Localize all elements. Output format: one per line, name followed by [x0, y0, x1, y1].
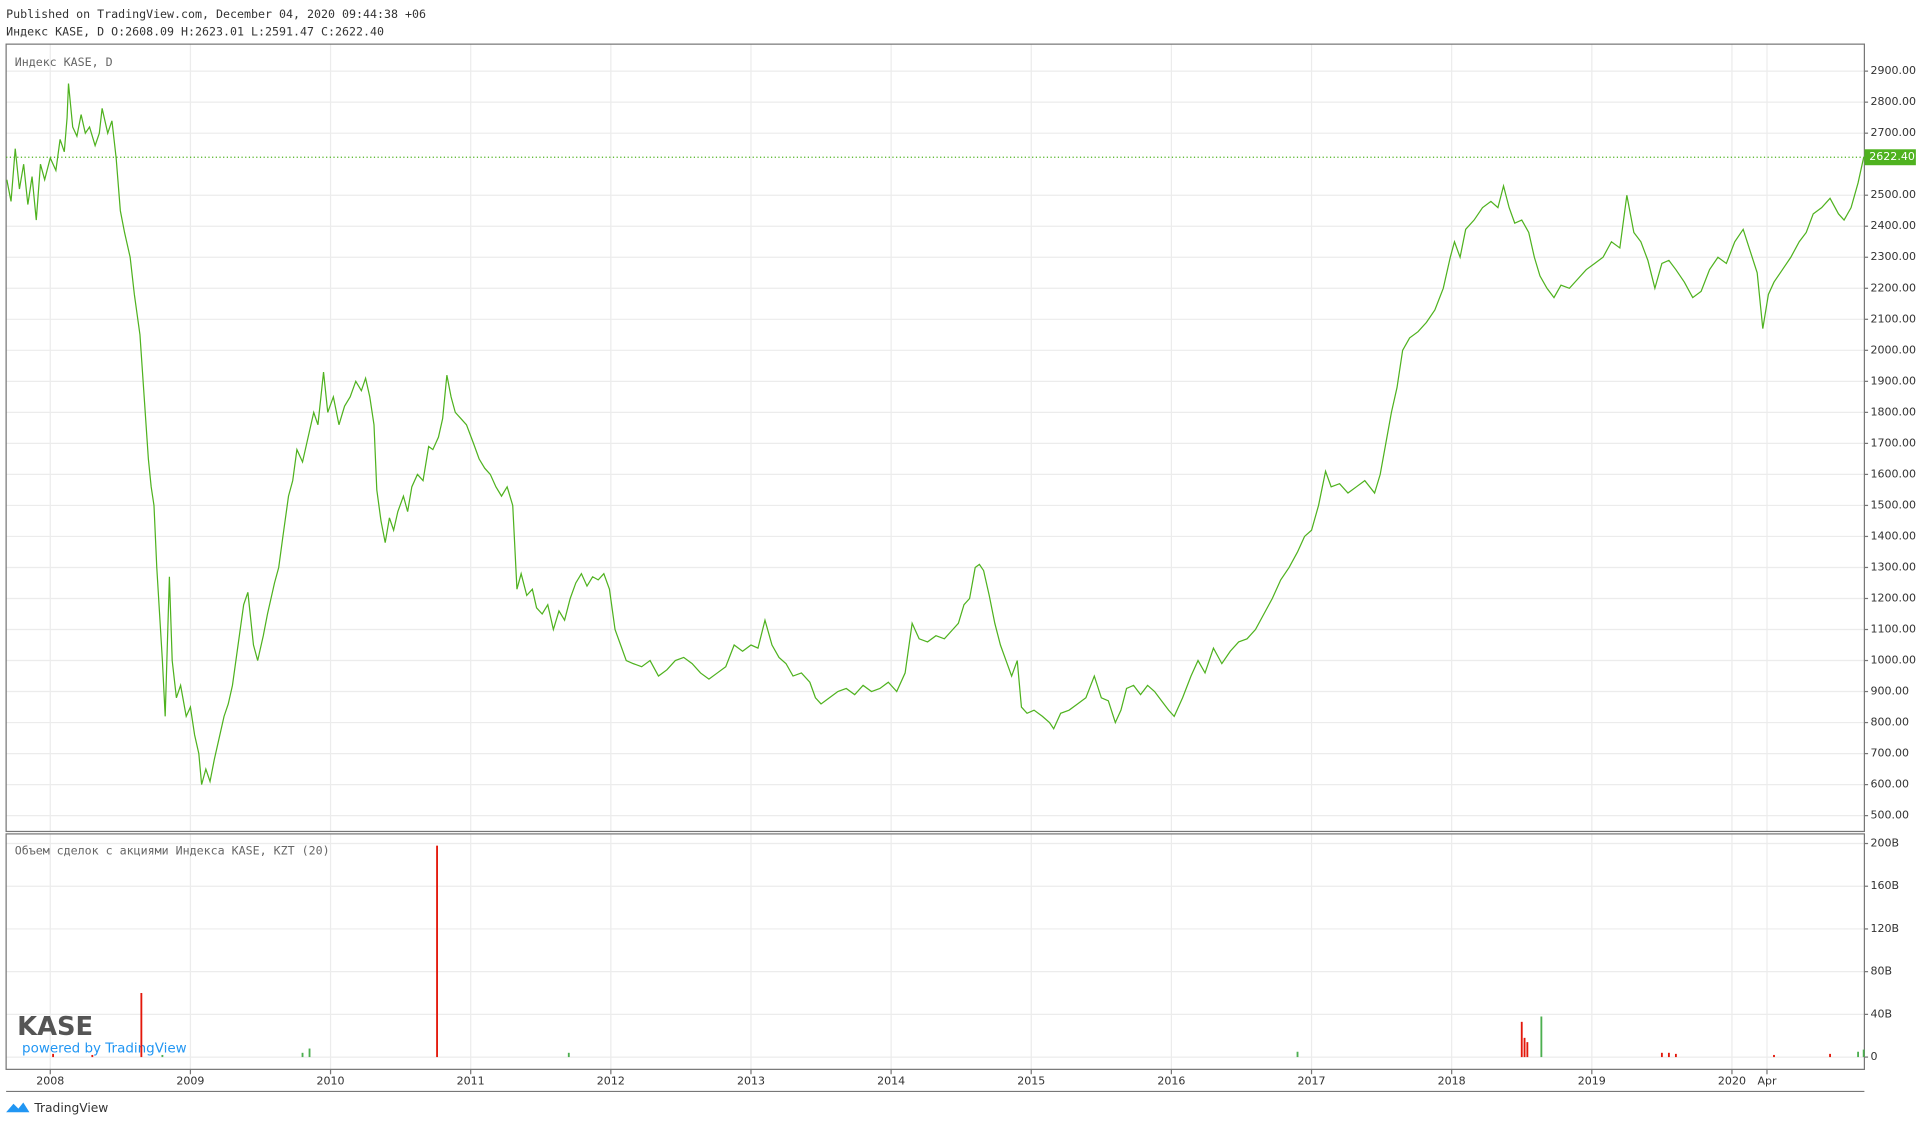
y-tick-label: 500.00 — [1871, 809, 1910, 822]
x-tick-label: 2013 — [737, 1075, 765, 1088]
pane-border — [5, 43, 1866, 833]
volume-bar — [308, 1048, 311, 1058]
price-line — [6, 83, 1865, 785]
y-tick-label: 2900.00 — [1871, 64, 1917, 77]
y-tick-label: 120B — [1871, 922, 1900, 935]
x-tick-label: 2016 — [1157, 1075, 1185, 1088]
volume-bar — [301, 1052, 304, 1058]
y-tick-label: 160B — [1871, 879, 1900, 892]
volume-bar — [1660, 1052, 1663, 1058]
y-tick-label: 2400.00 — [1871, 219, 1917, 232]
volume-bar — [1296, 1051, 1299, 1058]
y-tick-label: 1600.00 — [1871, 467, 1917, 480]
volume-bar — [52, 1053, 54, 1058]
volume-bar — [436, 845, 438, 1058]
volume-bar — [1773, 1054, 1775, 1058]
x-tick-label: 2008 — [36, 1075, 64, 1088]
logo: KASE — [17, 1012, 93, 1042]
powered-by: powered by TradingView — [22, 1041, 187, 1057]
x-tick-label: 2014 — [877, 1075, 905, 1088]
y-tick-label: 900.00 — [1871, 685, 1910, 698]
pane-title: Объем сделок с акциями Индекса KASE, KZT… — [15, 844, 330, 858]
y-tick-label: 40B — [1871, 1007, 1893, 1020]
volume-bar — [1540, 1016, 1543, 1058]
x-tick-label: 2012 — [597, 1075, 625, 1088]
volume-bar — [1674, 1053, 1677, 1058]
volume-bar — [1862, 1049, 1865, 1058]
volume-bar — [140, 993, 143, 1058]
y-tick-label: 1900.00 — [1871, 374, 1917, 387]
volume-bar — [1526, 1042, 1529, 1058]
x-tick-label: 2011 — [457, 1075, 485, 1088]
footer-icon — [6, 1102, 30, 1113]
x-tick-label: 2018 — [1438, 1075, 1466, 1088]
x-tick-label: 2019 — [1578, 1075, 1606, 1088]
y-tick-label: 600.00 — [1871, 778, 1910, 791]
y-tick-label: 80B — [1871, 965, 1893, 978]
x-tick-label: 2010 — [317, 1075, 345, 1088]
y-tick-label: 2000.00 — [1871, 343, 1917, 356]
y-tick-label: 1800.00 — [1871, 405, 1917, 418]
x-tick-label: 2009 — [176, 1075, 204, 1088]
volume-bar — [1523, 1037, 1526, 1058]
y-tick-label: 2700.00 — [1871, 126, 1917, 139]
volume-bar — [1520, 1021, 1523, 1058]
y-tick-label: 1100.00 — [1871, 623, 1917, 636]
last-price-label: 2622.40 — [1869, 150, 1915, 163]
y-tick-label: 1300.00 — [1871, 560, 1917, 573]
y-tick-label: 2100.00 — [1871, 312, 1917, 325]
grid — [6, 44, 1865, 1070]
volume-bar — [1667, 1052, 1670, 1058]
y-tick-label: 200B — [1871, 837, 1900, 850]
y-tick-label: 1400.00 — [1871, 529, 1917, 542]
header-line: Индекс KASE, D O:2608.09 H:2623.01 L:259… — [6, 24, 384, 38]
pane-border — [5, 833, 1866, 1070]
y-tick-label: 1000.00 — [1871, 654, 1917, 667]
last-price-tag — [1864, 149, 1916, 166]
header-line: Published on TradingView.com, December 0… — [6, 7, 426, 21]
y-tick-label: 1200.00 — [1871, 591, 1917, 604]
pane-title: Индекс KASE, D — [15, 55, 113, 69]
y-tick-label: 1500.00 — [1871, 498, 1917, 511]
y-tick-label: 1700.00 — [1871, 436, 1917, 449]
y-tick-label: 2300.00 — [1871, 250, 1917, 263]
footer: TradingView — [33, 1101, 108, 1115]
y-tick-label: 800.00 — [1871, 716, 1910, 729]
y-tick-label: 2800.00 — [1871, 95, 1917, 108]
x-tick-label: 2020 — [1718, 1075, 1746, 1088]
x-tick-label: 2017 — [1298, 1075, 1326, 1088]
volume-bar — [161, 1054, 164, 1058]
volume-bar — [91, 1054, 94, 1058]
y-tick-label: 2200.00 — [1871, 281, 1917, 294]
volume-bar — [1857, 1051, 1860, 1058]
x-tick-label: 2015 — [1017, 1075, 1045, 1088]
volume-bar — [1829, 1053, 1831, 1058]
y-tick-label: 700.00 — [1871, 747, 1910, 760]
x-tick-label: Apr — [1757, 1075, 1777, 1088]
volume-bar — [567, 1052, 570, 1058]
y-tick-label: 2500.00 — [1871, 188, 1917, 201]
y-tick-label: 0 — [1871, 1050, 1878, 1063]
